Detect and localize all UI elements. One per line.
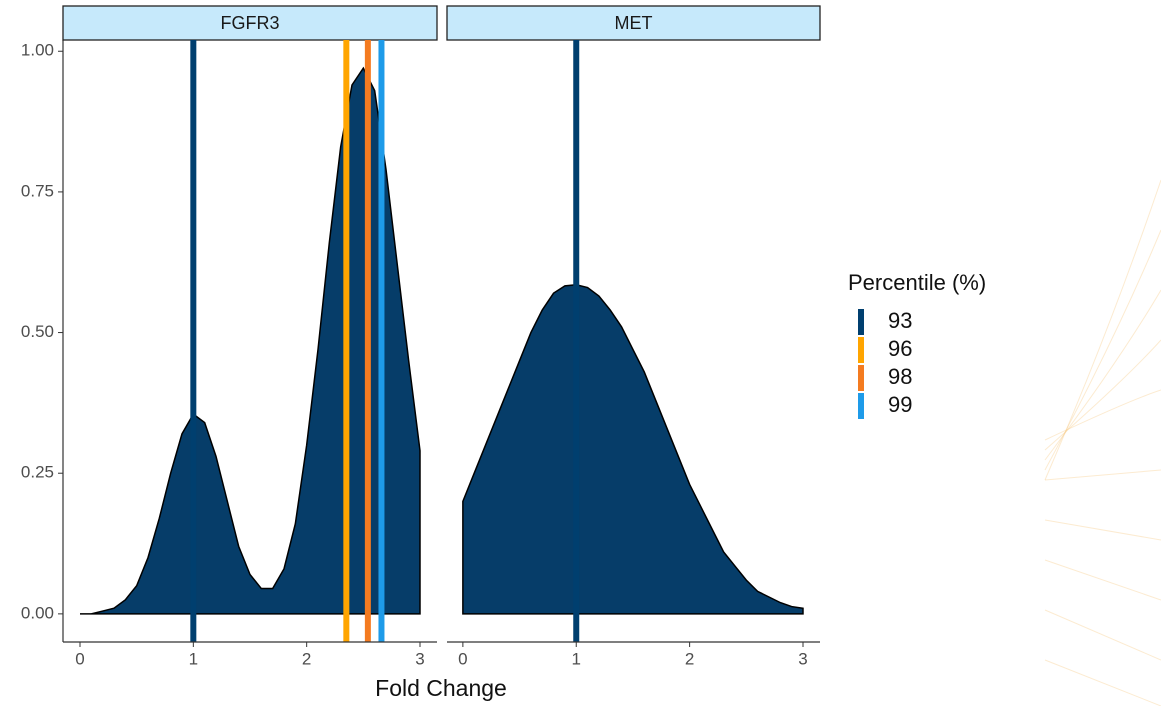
strip [446, 5, 821, 41]
y-tick-label: 0.25 [21, 463, 54, 482]
strip-label: MET [615, 13, 653, 33]
x-tick-label: 3 [798, 649, 807, 668]
x-tick-label: 2 [302, 649, 311, 668]
y-tick-label: 0.75 [21, 181, 54, 200]
x-tick-label: 0 [75, 649, 84, 668]
x-tick-label: 1 [189, 649, 198, 668]
legend-title: Percentile (%) [848, 270, 986, 295]
y-tick-label: 0.50 [21, 322, 54, 341]
legend-label: 98 [888, 364, 912, 389]
x-axis-title: Fold Change [375, 675, 507, 701]
legend-label: 96 [888, 336, 912, 361]
strip [62, 5, 438, 41]
y-tick-label: 0.00 [21, 603, 54, 622]
legend-label: 99 [888, 392, 912, 417]
x-tick-label: 1 [572, 649, 581, 668]
density-area [462, 283, 804, 615]
y-tick-label: 1.00 [21, 41, 54, 60]
background-decoration [1044, 179, 1161, 706]
x-tick-label: 0 [458, 649, 467, 668]
x-tick-label: 2 [685, 649, 694, 668]
strip-label: FGFR3 [220, 13, 279, 33]
legend-label: 93 [888, 308, 912, 333]
x-tick-label: 3 [415, 649, 424, 668]
